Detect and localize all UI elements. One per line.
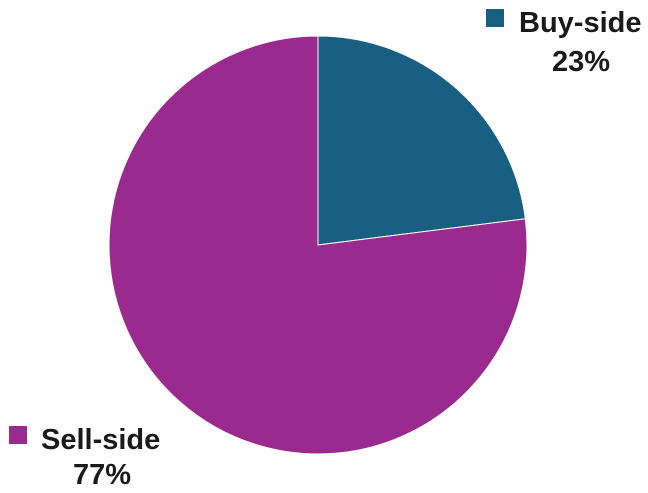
- legend-swatch-buy-side: [486, 9, 504, 27]
- pie-slices: [108, 35, 528, 455]
- label-sell-side: Sell-side 77%: [9, 424, 160, 491]
- label-buy-side: Buy-side 23%: [486, 7, 641, 78]
- slice-percent-buy-side: 23%: [552, 46, 610, 78]
- slice-name-sell-side: Sell-side: [41, 424, 160, 456]
- legend-swatch-sell-side: [9, 426, 27, 444]
- pie-slice-buy-side: [317, 35, 526, 246]
- slice-percent-sell-side: 77%: [73, 459, 131, 491]
- pie-slice-sell-side: [108, 35, 528, 455]
- slice-name-buy-side: Buy-side: [519, 7, 641, 39]
